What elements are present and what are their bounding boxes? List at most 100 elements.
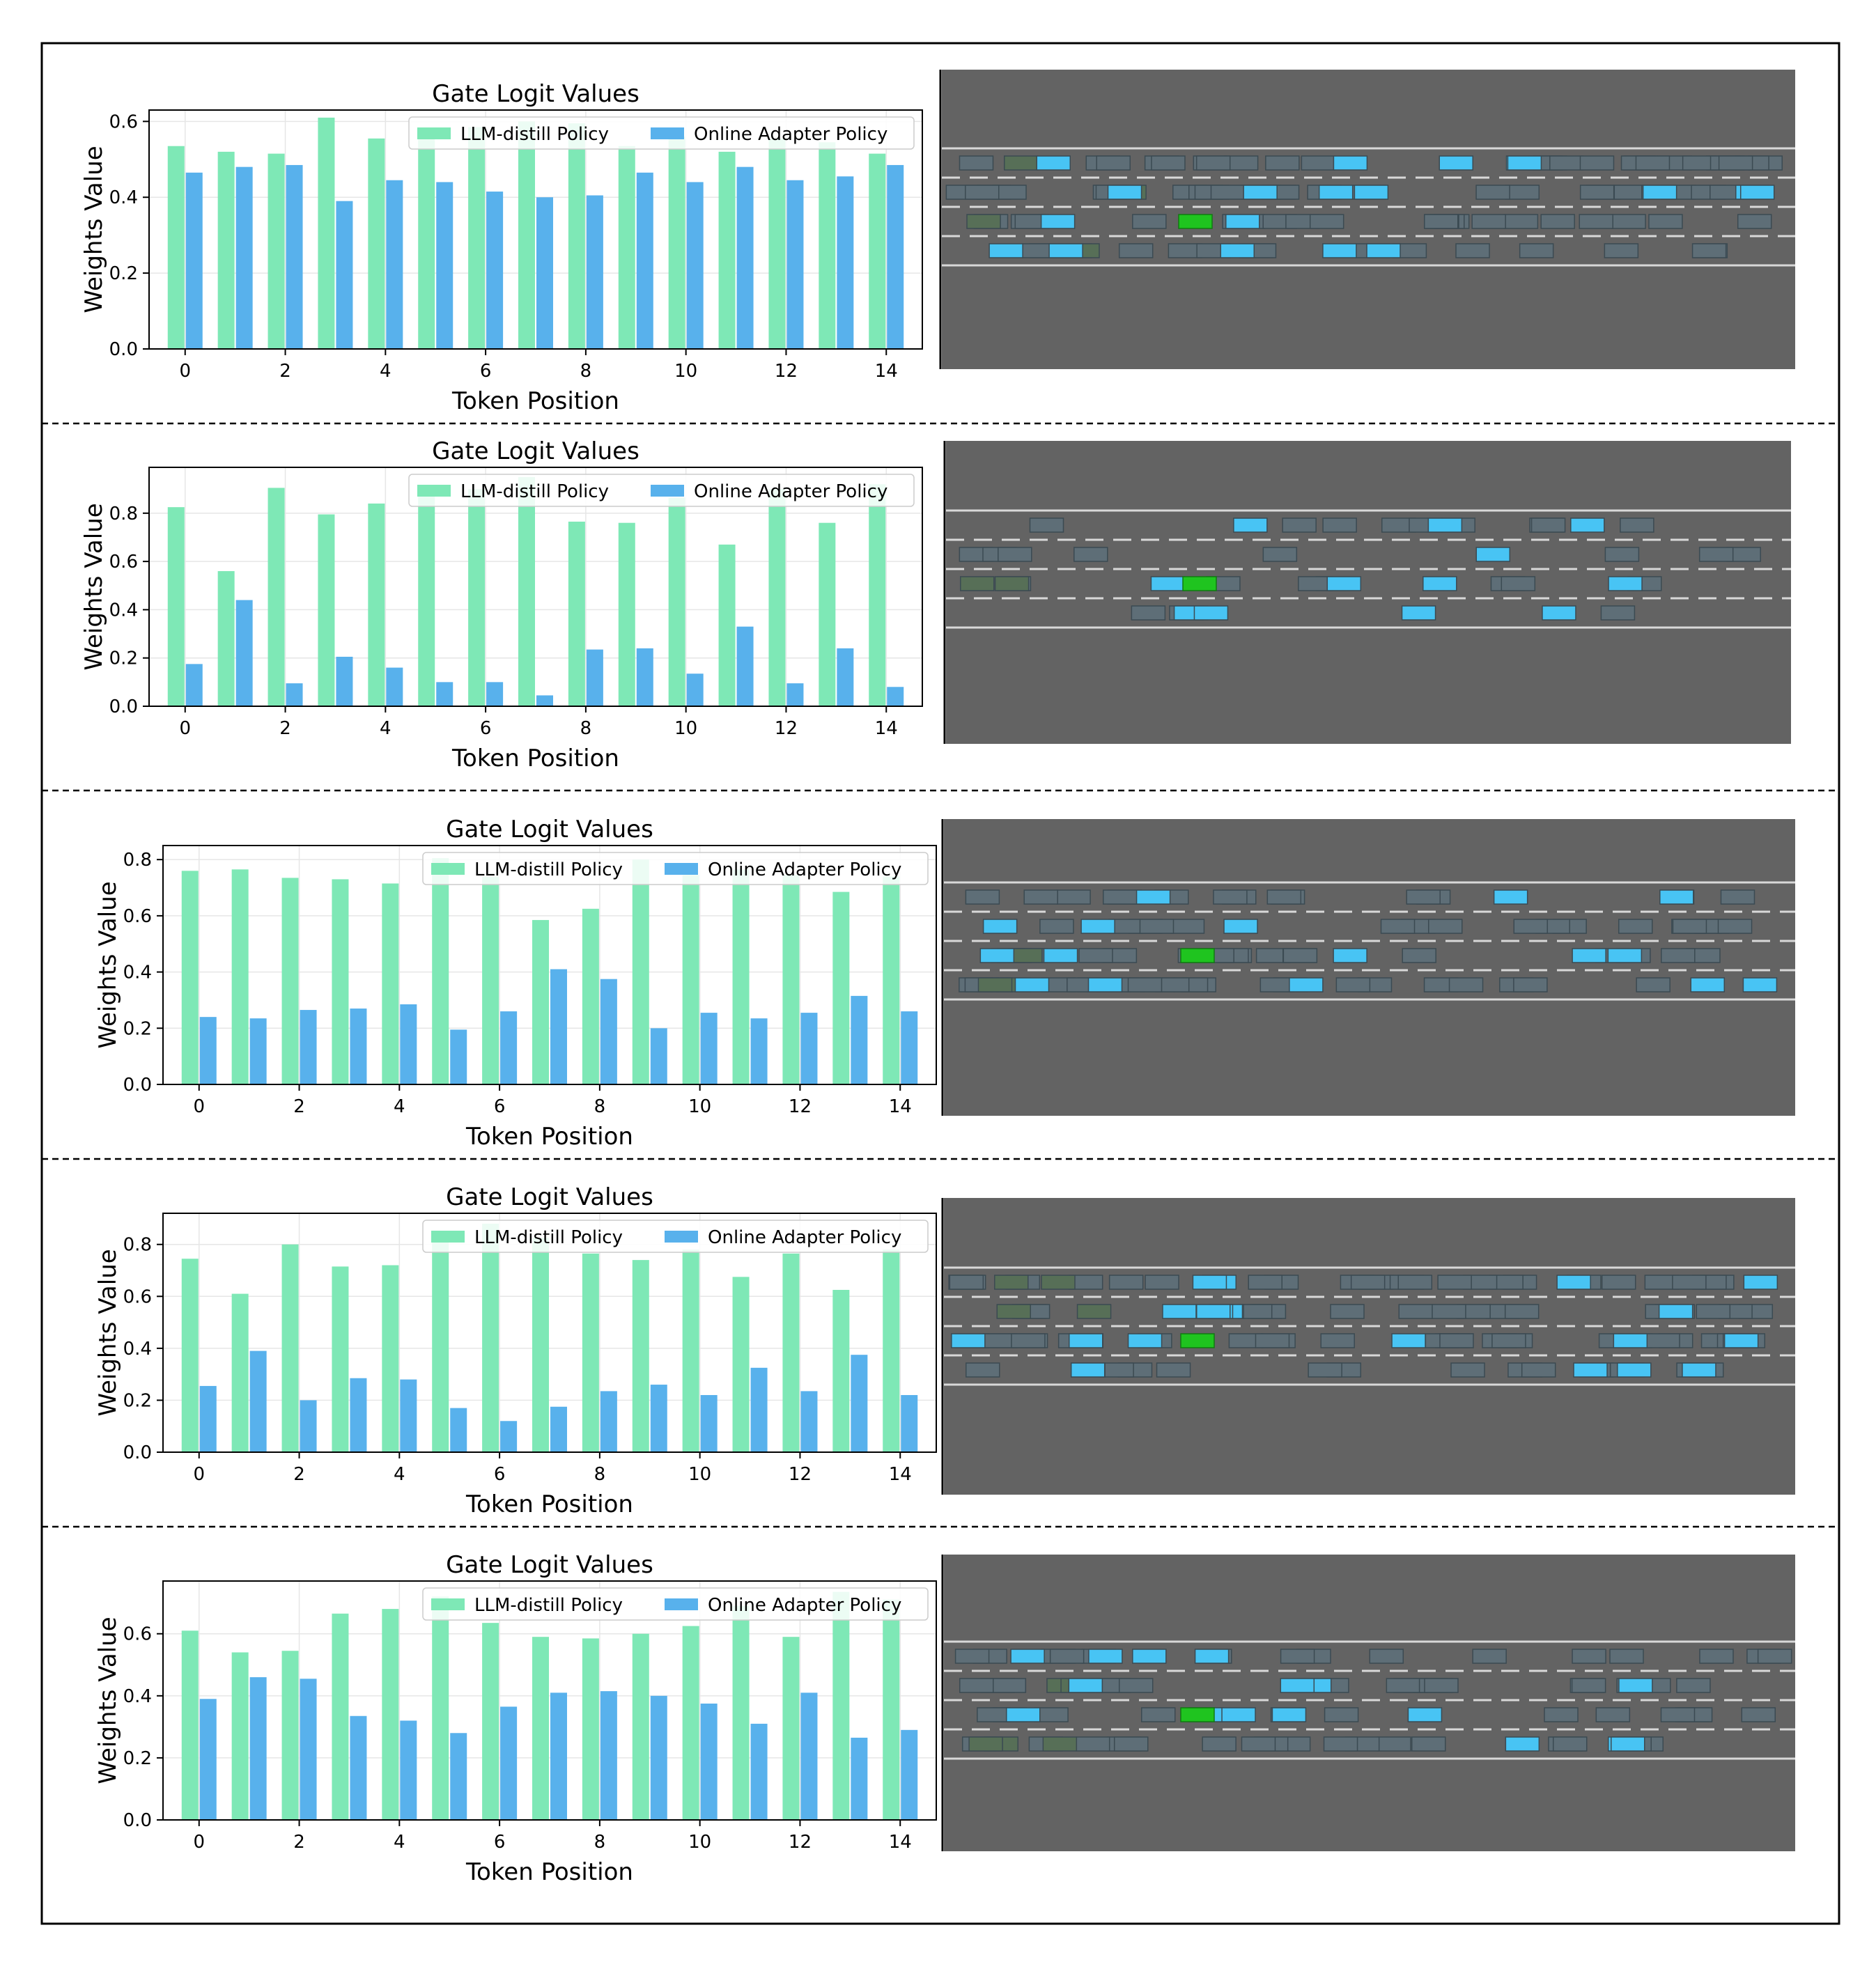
x-tick-label: 10 bbox=[688, 1096, 711, 1117]
x-tick-label: 4 bbox=[394, 1464, 405, 1485]
bar-online-adapter bbox=[350, 1378, 367, 1452]
vehicle-gray bbox=[1411, 1736, 1446, 1752]
bar-llm-distill bbox=[869, 153, 886, 349]
vehicle-blue bbox=[1289, 977, 1324, 992]
legend-swatch-online-adapter bbox=[651, 127, 684, 139]
bar-llm-distill bbox=[568, 123, 585, 350]
x-tick-label: 0 bbox=[193, 1832, 205, 1853]
traffic-scene bbox=[941, 819, 1795, 1116]
bar-online-adapter bbox=[700, 1703, 718, 1820]
vehicle-gray bbox=[1075, 1736, 1110, 1752]
bar-llm-distill bbox=[368, 138, 385, 350]
vehicle-gray bbox=[1132, 214, 1167, 229]
vehicle-gray bbox=[1301, 155, 1336, 171]
x-tick-label: 6 bbox=[480, 361, 492, 382]
bar-llm-distill bbox=[432, 858, 449, 1084]
y-tick-label: 0.8 bbox=[123, 850, 152, 871]
bar-online-adapter bbox=[786, 180, 804, 349]
ego-vehicle bbox=[1180, 948, 1215, 963]
x-tick-label: 6 bbox=[480, 718, 492, 739]
bar-online-adapter bbox=[249, 1018, 267, 1084]
x-axis-label: Token Position bbox=[465, 1858, 633, 1886]
vehicle-blue bbox=[1739, 185, 1775, 200]
vehicle-gray bbox=[1259, 977, 1295, 992]
legend-swatch-online-adapter bbox=[665, 1231, 698, 1243]
vehicle-gray bbox=[1698, 547, 1734, 562]
bar-online-adapter bbox=[350, 1715, 367, 1820]
bar-online-adapter bbox=[400, 1379, 417, 1452]
vehicle-blue bbox=[1682, 1362, 1716, 1378]
vehicle-gray bbox=[1406, 889, 1441, 905]
traffic-scene bbox=[941, 1198, 1795, 1495]
vehicle-gray bbox=[1397, 1275, 1433, 1290]
vehicle-gray bbox=[1501, 576, 1536, 591]
ego-vehicle bbox=[1180, 1707, 1215, 1722]
bar-llm-distill bbox=[532, 1238, 549, 1452]
y-tick-label: 0.8 bbox=[109, 504, 138, 524]
vehicle-olive bbox=[994, 576, 1030, 591]
vehicle-blue bbox=[1322, 243, 1357, 258]
vehicle-gray bbox=[1450, 1362, 1485, 1378]
vehicle-olive bbox=[996, 1304, 1032, 1319]
plot-frame bbox=[162, 1580, 937, 1821]
vehicle-gray bbox=[1636, 977, 1670, 992]
vehicle-blue bbox=[1617, 1362, 1652, 1378]
x-tick-label: 10 bbox=[674, 718, 697, 739]
vehicle-gray bbox=[1595, 1707, 1631, 1722]
y-tick-label: 0.6 bbox=[109, 552, 138, 573]
legend-swatch-llm-distill bbox=[431, 863, 465, 875]
x-axis-label: Token Position bbox=[451, 387, 619, 415]
x-tick-label: 10 bbox=[688, 1464, 711, 1485]
traffic-scene bbox=[943, 441, 1791, 744]
y-tick-label: 0.4 bbox=[123, 1686, 152, 1707]
chart-panel: 0.0 0.2 0.4 0.6 0.8 0 2 4 6 8 10 12 14 Gate Logit Val… bbox=[94, 816, 937, 1151]
vehicle-gray bbox=[1540, 214, 1575, 229]
x-tick-label: 4 bbox=[394, 1096, 405, 1117]
vehicle-blue bbox=[951, 1333, 986, 1348]
vehicle-gray bbox=[1213, 889, 1248, 905]
vehicle-gray bbox=[991, 1678, 1027, 1693]
bar-online-adapter bbox=[837, 648, 854, 706]
bar-online-adapter bbox=[901, 1011, 918, 1084]
bar-llm-distill bbox=[883, 1599, 900, 1820]
vehicle-gray bbox=[1717, 919, 1753, 934]
bar-online-adapter bbox=[800, 1013, 818, 1084]
bar-online-adapter bbox=[600, 1391, 617, 1452]
legend-label: LLM-distill Policy bbox=[474, 859, 623, 880]
bar-online-adapter bbox=[336, 656, 353, 706]
bar-llm-distill bbox=[632, 1633, 649, 1820]
bar-llm-distill bbox=[382, 1265, 399, 1452]
vehicle-blue bbox=[1607, 948, 1643, 963]
charts: 0.0 0.2 0.4 0.6 0 2 4 6 8 10 12 14 Gate Logit Values… bbox=[80, 80, 937, 1886]
vehicle-gray bbox=[1618, 919, 1653, 934]
y-tick-label: 0.4 bbox=[109, 600, 138, 621]
plot-frame bbox=[148, 109, 923, 350]
vehicle-gray bbox=[1676, 1678, 1711, 1693]
bar-llm-distill bbox=[318, 514, 335, 706]
vehicle-blue bbox=[1570, 517, 1605, 533]
bar-online-adapter bbox=[800, 1391, 818, 1452]
vehicle-olive bbox=[1041, 1275, 1076, 1290]
vehicle-gray bbox=[1262, 547, 1298, 562]
bar-llm-distill bbox=[732, 1277, 750, 1452]
vehicle-olive bbox=[960, 576, 995, 591]
y-tick-label: 0.0 bbox=[109, 696, 138, 717]
y-axis-label: Weights Value bbox=[80, 503, 108, 670]
bar-online-adapter bbox=[800, 1692, 818, 1820]
vehicle-gray bbox=[1335, 977, 1371, 992]
legend-label: Online Adapter Policy bbox=[694, 124, 887, 145]
bar-online-adapter bbox=[185, 172, 203, 349]
chart-title: Gate Logit Values bbox=[446, 1551, 653, 1579]
vehicle-blue bbox=[1162, 1304, 1197, 1319]
vehicle-gray bbox=[959, 155, 994, 171]
bar-llm-distill bbox=[167, 507, 185, 706]
bar-llm-distill bbox=[819, 142, 836, 349]
x-tick-label: 12 bbox=[789, 1096, 812, 1117]
vehicle-blue bbox=[1422, 576, 1457, 591]
bar-llm-distill bbox=[883, 876, 900, 1084]
bar-llm-distill bbox=[618, 522, 635, 706]
bar-llm-distill bbox=[682, 1249, 699, 1452]
bar-online-adapter bbox=[550, 1406, 567, 1452]
bar-llm-distill bbox=[281, 1244, 299, 1452]
